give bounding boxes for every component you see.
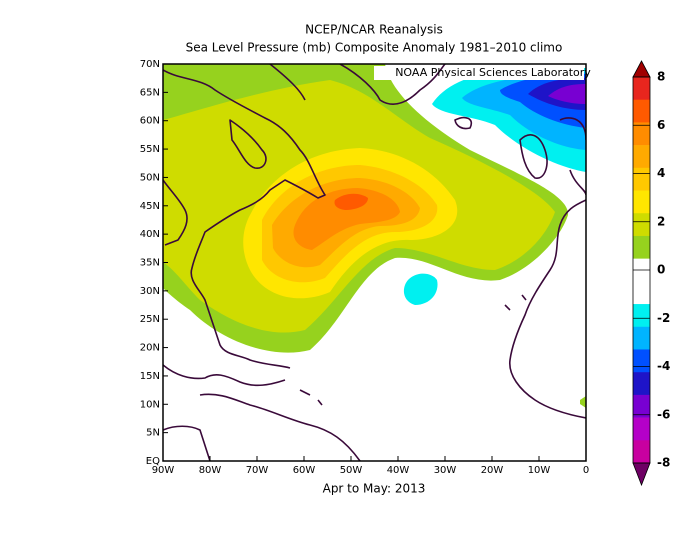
colorbar-label: 4 bbox=[657, 166, 665, 180]
lon-label: 60W bbox=[293, 465, 316, 476]
lat-label: 30N bbox=[140, 286, 160, 297]
lat-label: EQ bbox=[146, 456, 160, 467]
lon-label: 50W bbox=[340, 465, 363, 476]
colorbar-swatch bbox=[633, 394, 650, 418]
lat-label: 35N bbox=[140, 258, 160, 269]
lat-label: 55N bbox=[140, 144, 160, 155]
colorbar-swatch bbox=[633, 213, 650, 237]
lon-label: 10W bbox=[528, 465, 551, 476]
colorbar-swatch bbox=[633, 99, 650, 123]
colorbar-label: 0 bbox=[657, 263, 665, 277]
colorbar-swatch bbox=[633, 77, 650, 101]
colorbar-label: -2 bbox=[657, 311, 670, 325]
colorbar-label: -6 bbox=[657, 407, 670, 421]
lat-label: 10N bbox=[140, 399, 160, 410]
colorbar-swatch bbox=[633, 417, 650, 441]
colorbar-label: 2 bbox=[657, 214, 665, 228]
lat-label: 50N bbox=[140, 172, 160, 183]
credit: NOAA Physical Sciences Laboratory bbox=[395, 66, 591, 79]
colorbar-label: 6 bbox=[657, 118, 665, 132]
lat-label: 5N bbox=[146, 428, 160, 439]
lon-label: 20W bbox=[481, 465, 504, 476]
subtitle: Sea Level Pressure (mb) Composite Anomal… bbox=[186, 41, 563, 55]
lat-label: 25N bbox=[140, 314, 160, 325]
anomaly-field bbox=[163, 64, 586, 461]
colorbar-swatch bbox=[633, 304, 650, 328]
colorbar-swatch bbox=[633, 167, 650, 191]
colorbar-swatch bbox=[633, 440, 650, 464]
lon-label: 40W bbox=[387, 465, 410, 476]
lon-label: 0 bbox=[583, 465, 589, 476]
title: NCEP/NCAR Reanalysis bbox=[305, 23, 443, 37]
period-label: Apr to May: 2013 bbox=[323, 482, 426, 496]
lat-label: 20N bbox=[140, 343, 160, 354]
lat-label: 65N bbox=[140, 87, 160, 98]
colorbar-label: -4 bbox=[657, 359, 670, 373]
colorbar-swatch bbox=[633, 122, 650, 146]
colorbar-swatch bbox=[633, 281, 650, 305]
lat-label: 15N bbox=[140, 371, 160, 382]
colorbar-swatch bbox=[633, 326, 650, 350]
colorbar-swatch bbox=[633, 349, 650, 373]
colorbar-swatch bbox=[633, 372, 650, 396]
lat-label: 45N bbox=[140, 201, 160, 212]
colorbar-arrow bbox=[632, 60, 651, 78]
colorbar-swatch bbox=[633, 145, 650, 169]
colorbar-swatch bbox=[633, 235, 650, 259]
colorbar-arrow bbox=[632, 462, 651, 487]
colorbar-swatch bbox=[633, 190, 650, 214]
lon-label: 80W bbox=[199, 465, 222, 476]
lat-label: 60N bbox=[140, 116, 160, 127]
colorbar-label: -8 bbox=[657, 456, 670, 470]
lon-label: 70W bbox=[246, 465, 269, 476]
lat-label: 40N bbox=[140, 229, 160, 240]
lon-label: 90W bbox=[152, 465, 175, 476]
lat-label: 70N bbox=[140, 59, 160, 70]
colorbar-label: 8 bbox=[657, 70, 665, 84]
lon-label: 30W bbox=[434, 465, 457, 476]
